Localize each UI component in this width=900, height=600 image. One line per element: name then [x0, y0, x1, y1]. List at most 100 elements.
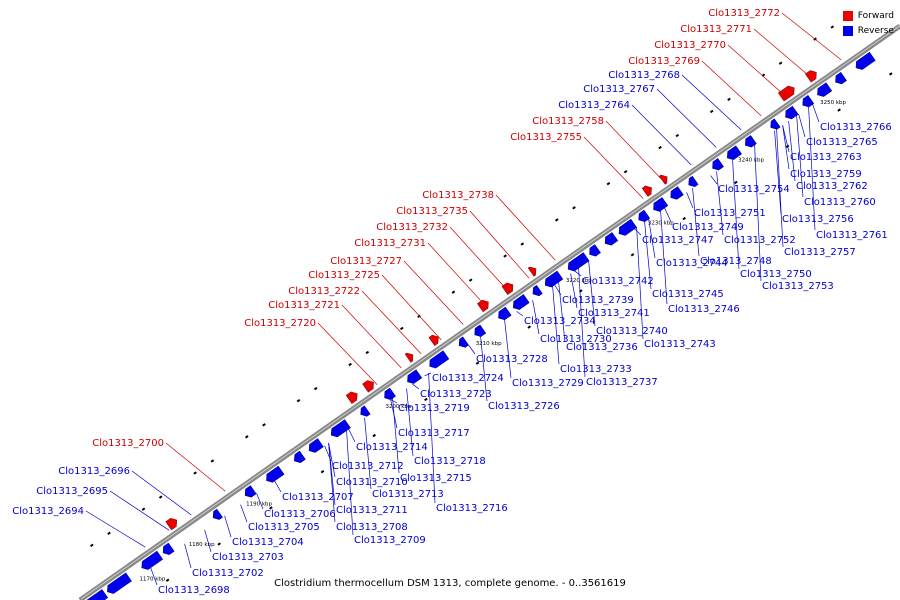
- label-leader-line: [656, 88, 717, 148]
- gene-label: Clo1313_2726: [488, 401, 560, 412]
- label-leader-line: [348, 428, 356, 443]
- gene-label: Clo1313_2711: [336, 505, 408, 516]
- gene-label: Clo1313_2743: [644, 339, 716, 350]
- label-leader-line: [754, 144, 762, 282]
- reverse-gene: [567, 252, 590, 272]
- label-leader-line: [341, 304, 402, 369]
- feature-marker: [520, 242, 525, 246]
- feature-marker: [888, 72, 893, 76]
- forward-swatch: [842, 10, 853, 21]
- kbp-tick-label: 3230 kbp: [648, 220, 674, 226]
- gene-label: Clo1313_2735: [396, 206, 468, 217]
- gene-label: Clo1313_2719: [398, 403, 470, 414]
- label-leader-line: [165, 442, 226, 492]
- reverse-gene: [244, 485, 257, 498]
- feature-marker: [503, 254, 507, 258]
- gene-label: Clo1313_2763: [790, 152, 862, 163]
- label-leader-line: [636, 227, 644, 340]
- legend: Forward Reverse: [842, 8, 894, 38]
- gene-label: Clo1313_2702: [192, 568, 264, 579]
- gene-label: Clo1313_2724: [432, 373, 504, 384]
- feature-marker: [365, 350, 370, 355]
- label-leader-line: [605, 120, 666, 184]
- reverse-swatch: [842, 25, 853, 36]
- label-leader-line: [808, 106, 816, 231]
- label-leader-line: [495, 194, 556, 261]
- legend-reverse[interactable]: Reverse: [842, 23, 894, 38]
- feature-marker: [417, 314, 421, 318]
- feature-marker: [778, 61, 783, 65]
- label-leader-line: [782, 125, 790, 170]
- gene-label: Clo1313_2736: [566, 342, 638, 353]
- label-leader-line: [256, 493, 264, 510]
- gene-label: Clo1313_2696: [58, 466, 130, 477]
- label-leader-line: [570, 273, 578, 309]
- forward-gene: [362, 380, 374, 393]
- feature-marker: [217, 542, 222, 546]
- feature-marker: [399, 326, 404, 331]
- gene-label: Clo1313_2694: [12, 506, 84, 517]
- label-leader-line: [328, 442, 336, 523]
- feature-marker: [630, 253, 635, 257]
- kbp-tick-label: 3200 kbp: [386, 404, 412, 410]
- gene-label: Clo1313_2706: [264, 509, 336, 520]
- label-leader-line: [403, 260, 464, 325]
- reverse-gene: [308, 438, 324, 453]
- gene-label: Clo1313_2700: [92, 438, 164, 449]
- label-leader-line: [449, 226, 510, 293]
- gene-label: Clo1313_2764: [558, 100, 630, 111]
- label-leader-line: [131, 470, 192, 516]
- label-leader-line: [710, 175, 718, 185]
- gene-label: Clo1313_2720: [244, 318, 316, 329]
- forward-gene: [345, 391, 358, 404]
- gene-label: Clo1313_2703: [212, 552, 284, 563]
- feature-marker: [348, 362, 352, 367]
- label-leader-line: [648, 218, 656, 259]
- label-leader-line: [776, 129, 784, 248]
- label-leader-line: [558, 281, 566, 343]
- feature-marker: [837, 108, 841, 112]
- feature-marker: [733, 180, 738, 185]
- reverse-gene: [802, 94, 815, 108]
- kbp-tick-label: 1190 kbp: [246, 502, 272, 508]
- reverse-gene: [141, 550, 164, 570]
- feature-marker: [262, 423, 266, 427]
- feature-marker: [468, 278, 473, 282]
- label-leader-line: [644, 221, 652, 290]
- feature-marker: [675, 133, 680, 138]
- legend-forward[interactable]: Forward: [842, 8, 894, 23]
- label-leader-line: [788, 120, 796, 182]
- label-leader-line: [716, 171, 724, 236]
- label-leader-line: [424, 372, 432, 377]
- feature-marker: [527, 325, 532, 329]
- gene-label: Clo1313_2695: [36, 486, 108, 497]
- gene-label: Clo1313_2729: [512, 378, 584, 389]
- feature-marker: [296, 399, 301, 403]
- feature-marker: [572, 206, 576, 210]
- gene-label: Clo1313_2704: [232, 537, 304, 548]
- gene-label: Clo1313_2705: [248, 522, 320, 533]
- label-leader-line: [812, 104, 820, 123]
- label-leader-line: [631, 104, 692, 166]
- reverse-gene: [544, 270, 564, 288]
- label-leader-line: [516, 311, 524, 317]
- gene-label: Clo1313_2738: [422, 190, 494, 201]
- reverse-gene: [653, 197, 669, 212]
- reverse-gene: [727, 145, 742, 160]
- label-leader-line: [798, 113, 806, 138]
- gene-label: Clo1313_2762: [796, 181, 868, 192]
- reverse-gene: [638, 209, 651, 223]
- reverse-gene: [107, 572, 132, 594]
- gene-label: Clo1313_2708: [336, 522, 408, 533]
- legend-reverse-label: Reverse: [857, 25, 894, 36]
- reverse-gene: [688, 175, 699, 187]
- reverse-gene: [212, 508, 223, 520]
- gene-label: Clo1313_2760: [804, 197, 876, 208]
- label-leader-line: [552, 286, 560, 365]
- label-leader-line: [583, 136, 644, 199]
- gene-label: Clo1313_2770: [654, 40, 726, 51]
- feature-marker: [320, 470, 325, 474]
- label-leader-line: [150, 567, 158, 586]
- gene-label: Clo1313_2747: [642, 235, 714, 246]
